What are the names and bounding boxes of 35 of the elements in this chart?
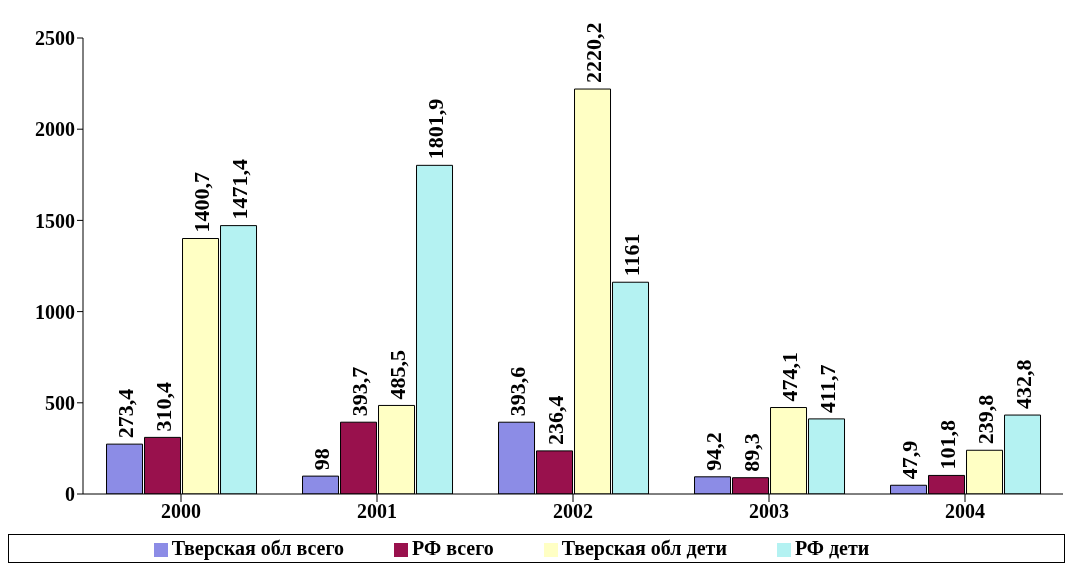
data-label: 2220,2 [580, 22, 606, 84]
y-tick-label: 0 [65, 483, 75, 506]
data-label: 239,8 [972, 394, 998, 445]
data-label: 1400,7 [188, 172, 214, 233]
data-label: 273,4 [112, 388, 138, 439]
y-tick-label: 2500 [35, 27, 75, 50]
data-label: 474,1 [776, 352, 802, 402]
x-tick-label: 2002 [553, 500, 593, 523]
data-label: 94,2 [700, 432, 726, 471]
data-label: 393,6 [504, 366, 530, 417]
legend-label: Тверская обл всего [171, 537, 345, 559]
data-label: 393,7 [346, 366, 372, 417]
data-label: 411,7 [814, 364, 840, 413]
data-label: 98 [308, 448, 334, 471]
legend-label: РФ всего [412, 537, 494, 559]
x-tick-label: 2000 [161, 500, 201, 523]
data-label: 89,3 [738, 433, 764, 472]
data-label: 1471,4 [226, 159, 252, 220]
data-label: 101,8 [934, 419, 960, 470]
data-label: 236,4 [542, 395, 568, 445]
x-tick-label: 2003 [749, 500, 789, 523]
data-label: 485,5 [384, 349, 410, 400]
x-tick-label: 2001 [357, 500, 397, 523]
data-label: 1161 [618, 233, 644, 277]
legend-label: РФ дети [794, 537, 870, 559]
y-tick-label: 1500 [35, 209, 75, 232]
data-label: 310,4 [150, 381, 176, 432]
data-label: 432,8 [1010, 359, 1036, 410]
x-tick-label: 2004 [945, 500, 985, 523]
data-label: 47,9 [896, 440, 922, 480]
y-tick-label: 1000 [35, 300, 75, 323]
y-tick-label: 2000 [35, 118, 75, 141]
data-label: 1801,9 [422, 98, 448, 160]
legend-label: Тверская обл дети [561, 537, 727, 559]
y-tick-label: 500 [45, 391, 75, 414]
